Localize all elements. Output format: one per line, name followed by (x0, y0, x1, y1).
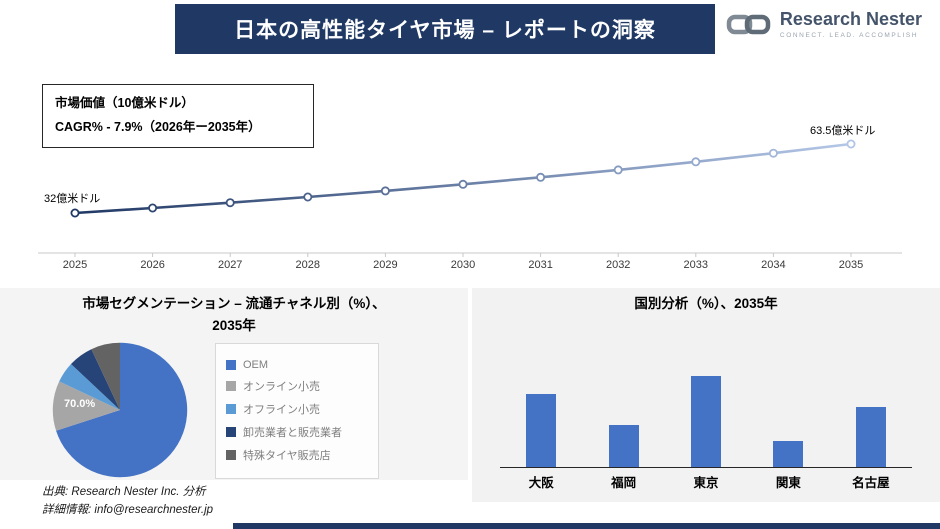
svg-text:2035: 2035 (839, 259, 863, 271)
legend-swatch (226, 360, 236, 370)
svg-text:2027: 2027 (218, 259, 242, 271)
bar-福岡 (608, 425, 639, 467)
bar-category-label: 東京 (693, 476, 719, 490)
pie-legend: OEM オンライン小売 オフライン小売卸売業者と販売業者 特殊タイヤ販売店 (215, 343, 379, 479)
cagr-label: CAGR% - 7.9%（2026年ー2035年） (55, 119, 261, 134)
svg-text:2025: 2025 (63, 259, 87, 271)
market-growth-line-chart: 2025 2026 2027 2028 2029 2030 2031 2032 2033 2034… (38, 139, 902, 271)
svg-text:2030: 2030 (451, 259, 475, 271)
logo-text: Research Nester Connect. Lead. Accomplis… (779, 9, 922, 39)
svg-text:2031: 2031 (528, 259, 552, 271)
svg-text:2026: 2026 (140, 259, 164, 271)
legend-label: オンライン小売 (243, 381, 320, 393)
bar-category-label: 関東 (775, 476, 801, 490)
pie-slice-3 (71, 349, 120, 410)
bar-column (747, 355, 829, 467)
svg-text:2028: 2028 (296, 259, 320, 271)
header-banner: 日本の高性能タイヤ市場 – レポートの洞察 (175, 4, 715, 54)
country-bar-chart (500, 355, 912, 468)
bottom-accent-bar (233, 523, 940, 529)
bar-column (582, 355, 664, 467)
legend-item: 特殊タイヤ販売店 (226, 447, 368, 463)
svg-text:2034: 2034 (761, 259, 785, 271)
source-note: 出典: Research Nester Inc. 分析 (42, 486, 206, 498)
bar-category-label: 名古屋 (852, 476, 890, 490)
chain-link-icon (726, 14, 771, 35)
legend-item: OEM (226, 359, 368, 371)
pie-slice-2 (59, 363, 120, 410)
legend-swatch (226, 404, 236, 414)
country-analysis-panel: 国別分析（%）、2035年 大阪 福岡 東京 関東 名古屋 (472, 288, 940, 502)
legend-item: オンライン小売 (226, 378, 368, 394)
distribution-pie-chart (52, 342, 188, 478)
segmentation-title-line2: 2035年 (212, 317, 256, 333)
legend-item: オフライン小売 (226, 401, 368, 417)
market-value-label: 市場価値（10億米ドル） (55, 96, 194, 110)
market-value-box: 市場価値（10億米ドル） CAGR% - 7.9%（2026年ー2035年） (42, 84, 314, 148)
country-analysis-title: 国別分析（%）、2035年 (634, 296, 778, 311)
pie-data-label: 70.0% (64, 398, 96, 410)
bar-category-labels: 大阪 福岡 東京 関東 名古屋 (500, 472, 912, 491)
pie-slice-1 (52, 381, 121, 431)
segmentation-title-line1: 市場セグメンテーション – 流通チャネル別（%）、 (82, 296, 386, 311)
segmentation-panel: 市場セグメンテーション – 流通チャネル別（%）、 2035年 70.0% OE… (0, 288, 468, 480)
pie-slice-4 (91, 342, 120, 410)
bar-column (830, 355, 912, 467)
svg-text:2029: 2029 (373, 259, 397, 271)
brand-logo: Research Nester Connect. Lead. Accomplis… (726, 9, 922, 39)
svg-text:2032: 2032 (606, 259, 630, 271)
bar-column (665, 355, 747, 467)
segmentation-title: 市場セグメンテーション – 流通チャネル別（%）、 2035年 (0, 293, 468, 336)
bar-category-label: 福岡 (611, 476, 637, 490)
legend-swatch (226, 381, 236, 391)
bar-関東 (773, 441, 804, 467)
legend-item: 卸売業者と販売業者 (226, 424, 368, 440)
bar-column (500, 355, 582, 467)
contact-note: 詳細情報: info@researchnester.jp (42, 504, 214, 516)
svg-text:2033: 2033 (684, 259, 708, 271)
pie-slice-0 (56, 342, 188, 478)
bar-名古屋 (855, 407, 886, 467)
brand-name: Research Nester (779, 9, 922, 29)
legend-swatch (226, 427, 236, 437)
bar-大阪 (526, 394, 557, 467)
page-title: 日本の高性能タイヤ市場 – レポートの洞察 (234, 19, 656, 42)
legend-label: 卸売業者と販売業者 (243, 427, 342, 439)
bar-東京 (691, 376, 722, 467)
legend-label: 特殊タイヤ販売店 (243, 450, 331, 462)
legend-label: OEM (243, 359, 269, 371)
bar-category-label: 大阪 (528, 476, 554, 490)
line-end-value-label: 63.5億米ドル (810, 125, 876, 137)
line-start-value-label: 32億米ドル (44, 193, 101, 205)
brand-tagline: Connect. Lead. Accomplish (779, 31, 919, 39)
legend-swatch (226, 450, 236, 460)
legend-label: オフライン小売 (243, 404, 320, 416)
